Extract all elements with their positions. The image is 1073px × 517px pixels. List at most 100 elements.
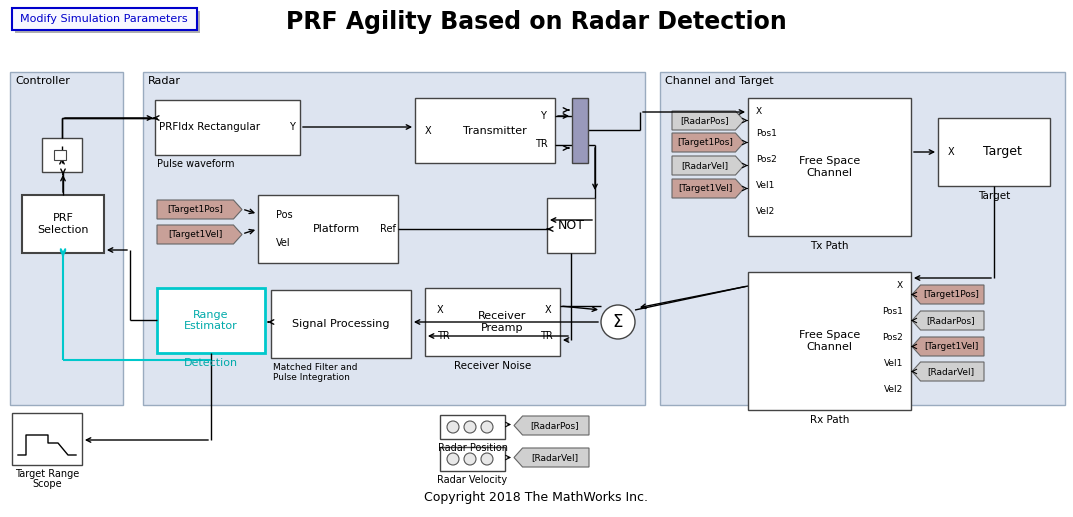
Text: Pos1: Pos1 <box>756 129 777 139</box>
Circle shape <box>464 421 476 433</box>
Text: Modify Simulation Parameters: Modify Simulation Parameters <box>20 14 188 24</box>
Text: X: X <box>437 305 443 315</box>
Text: PRF
Selection: PRF Selection <box>38 213 89 235</box>
Text: [Target1Vel]: [Target1Vel] <box>924 342 979 351</box>
Bar <box>271 290 411 358</box>
Bar <box>42 138 82 172</box>
Text: [RadarPos]: [RadarPos] <box>530 421 578 430</box>
Text: Controller: Controller <box>15 76 70 86</box>
Polygon shape <box>912 337 984 356</box>
Bar <box>157 288 265 353</box>
Text: Target: Target <box>983 145 1021 159</box>
Polygon shape <box>912 311 984 330</box>
Bar <box>547 198 596 253</box>
Bar <box>15 11 200 33</box>
Circle shape <box>447 453 459 465</box>
Polygon shape <box>912 285 984 304</box>
Text: X: X <box>949 147 955 157</box>
Bar <box>12 413 82 465</box>
Text: Vel1: Vel1 <box>756 181 776 190</box>
Text: [RadarVel]: [RadarVel] <box>681 161 729 170</box>
Text: Pos2: Pos2 <box>882 333 903 342</box>
Text: Range
Estimator: Range Estimator <box>185 310 238 331</box>
Bar <box>572 98 588 163</box>
Text: TR: TR <box>437 331 450 341</box>
Circle shape <box>481 453 493 465</box>
Polygon shape <box>672 133 744 152</box>
Bar <box>155 100 300 155</box>
Text: Y: Y <box>540 111 546 121</box>
Bar <box>258 195 398 263</box>
Text: X: X <box>425 126 431 135</box>
Text: X: X <box>545 305 552 315</box>
Bar <box>23 195 104 253</box>
Text: Pos: Pos <box>276 210 293 220</box>
Text: Platform: Platform <box>312 224 359 234</box>
Text: [RadarPos]: [RadarPos] <box>927 316 975 325</box>
Bar <box>440 447 505 471</box>
Text: [Target1Pos]: [Target1Pos] <box>923 290 979 299</box>
Text: X: X <box>756 108 762 116</box>
Polygon shape <box>157 225 242 244</box>
Text: Pos1: Pos1 <box>882 308 903 316</box>
Text: Target: Target <box>978 191 1010 201</box>
Text: Σ: Σ <box>613 313 623 331</box>
Polygon shape <box>514 416 589 435</box>
Text: Copyright 2018 The MathWorks Inc.: Copyright 2018 The MathWorks Inc. <box>424 492 648 505</box>
Bar <box>143 72 645 405</box>
Text: NOT: NOT <box>558 219 585 232</box>
Bar <box>54 150 67 160</box>
Text: Vel: Vel <box>276 238 291 248</box>
Text: Vel2: Vel2 <box>756 206 776 216</box>
Bar <box>425 288 560 356</box>
Polygon shape <box>672 179 744 198</box>
Polygon shape <box>157 200 242 219</box>
Bar <box>660 72 1065 405</box>
Text: Target Range: Target Range <box>15 469 79 479</box>
Text: [RadarVel]: [RadarVel] <box>531 453 578 462</box>
Text: Ref: Ref <box>380 224 396 234</box>
Text: Channel and Target: Channel and Target <box>665 76 774 86</box>
Text: Receiver
Preamp: Receiver Preamp <box>479 311 527 333</box>
Text: Radar: Radar <box>148 76 181 86</box>
Text: [Target1Pos]: [Target1Pos] <box>167 205 223 214</box>
Text: Radar Velocity: Radar Velocity <box>438 475 508 485</box>
Text: [Target1Vel]: [Target1Vel] <box>678 184 732 193</box>
Polygon shape <box>672 156 744 175</box>
Text: Pos2: Pos2 <box>756 156 777 164</box>
Text: Detection: Detection <box>183 358 238 368</box>
Text: TR: TR <box>534 139 547 149</box>
Circle shape <box>601 305 635 339</box>
Text: Signal Processing: Signal Processing <box>292 319 389 329</box>
Text: Free Space
Channel: Free Space Channel <box>799 330 861 352</box>
Text: Rx Path: Rx Path <box>810 415 849 425</box>
Text: Vel2: Vel2 <box>884 385 903 393</box>
Text: [Target1Pos]: [Target1Pos] <box>677 138 733 147</box>
Text: TR: TR <box>540 331 553 341</box>
Bar <box>748 98 911 236</box>
Circle shape <box>447 421 459 433</box>
Text: PRFIdx Rectangular: PRFIdx Rectangular <box>160 123 261 132</box>
Text: [RadarVel]: [RadarVel] <box>927 367 974 376</box>
Text: Transmitter: Transmitter <box>464 126 527 135</box>
Bar <box>748 272 911 410</box>
Text: PRF Agility Based on Radar Detection: PRF Agility Based on Radar Detection <box>285 10 787 34</box>
Polygon shape <box>514 448 589 467</box>
Polygon shape <box>672 111 744 130</box>
Text: Y: Y <box>289 123 295 132</box>
Text: Free Space
Channel: Free Space Channel <box>799 156 861 178</box>
Text: [RadarPos]: [RadarPos] <box>680 116 730 125</box>
Circle shape <box>464 453 476 465</box>
Text: Pulse waveform: Pulse waveform <box>157 159 235 169</box>
Text: Receiver Noise: Receiver Noise <box>454 361 531 371</box>
Bar <box>938 118 1050 186</box>
Text: Matched Filter and: Matched Filter and <box>273 363 357 373</box>
Circle shape <box>481 421 493 433</box>
Bar <box>12 8 197 30</box>
Text: Scope: Scope <box>32 479 62 489</box>
Bar <box>415 98 555 163</box>
Text: Pulse Integration: Pulse Integration <box>273 373 350 383</box>
Text: Vel1: Vel1 <box>884 359 903 369</box>
Text: X: X <box>897 281 903 291</box>
Text: [Target1Vel]: [Target1Vel] <box>168 230 223 239</box>
